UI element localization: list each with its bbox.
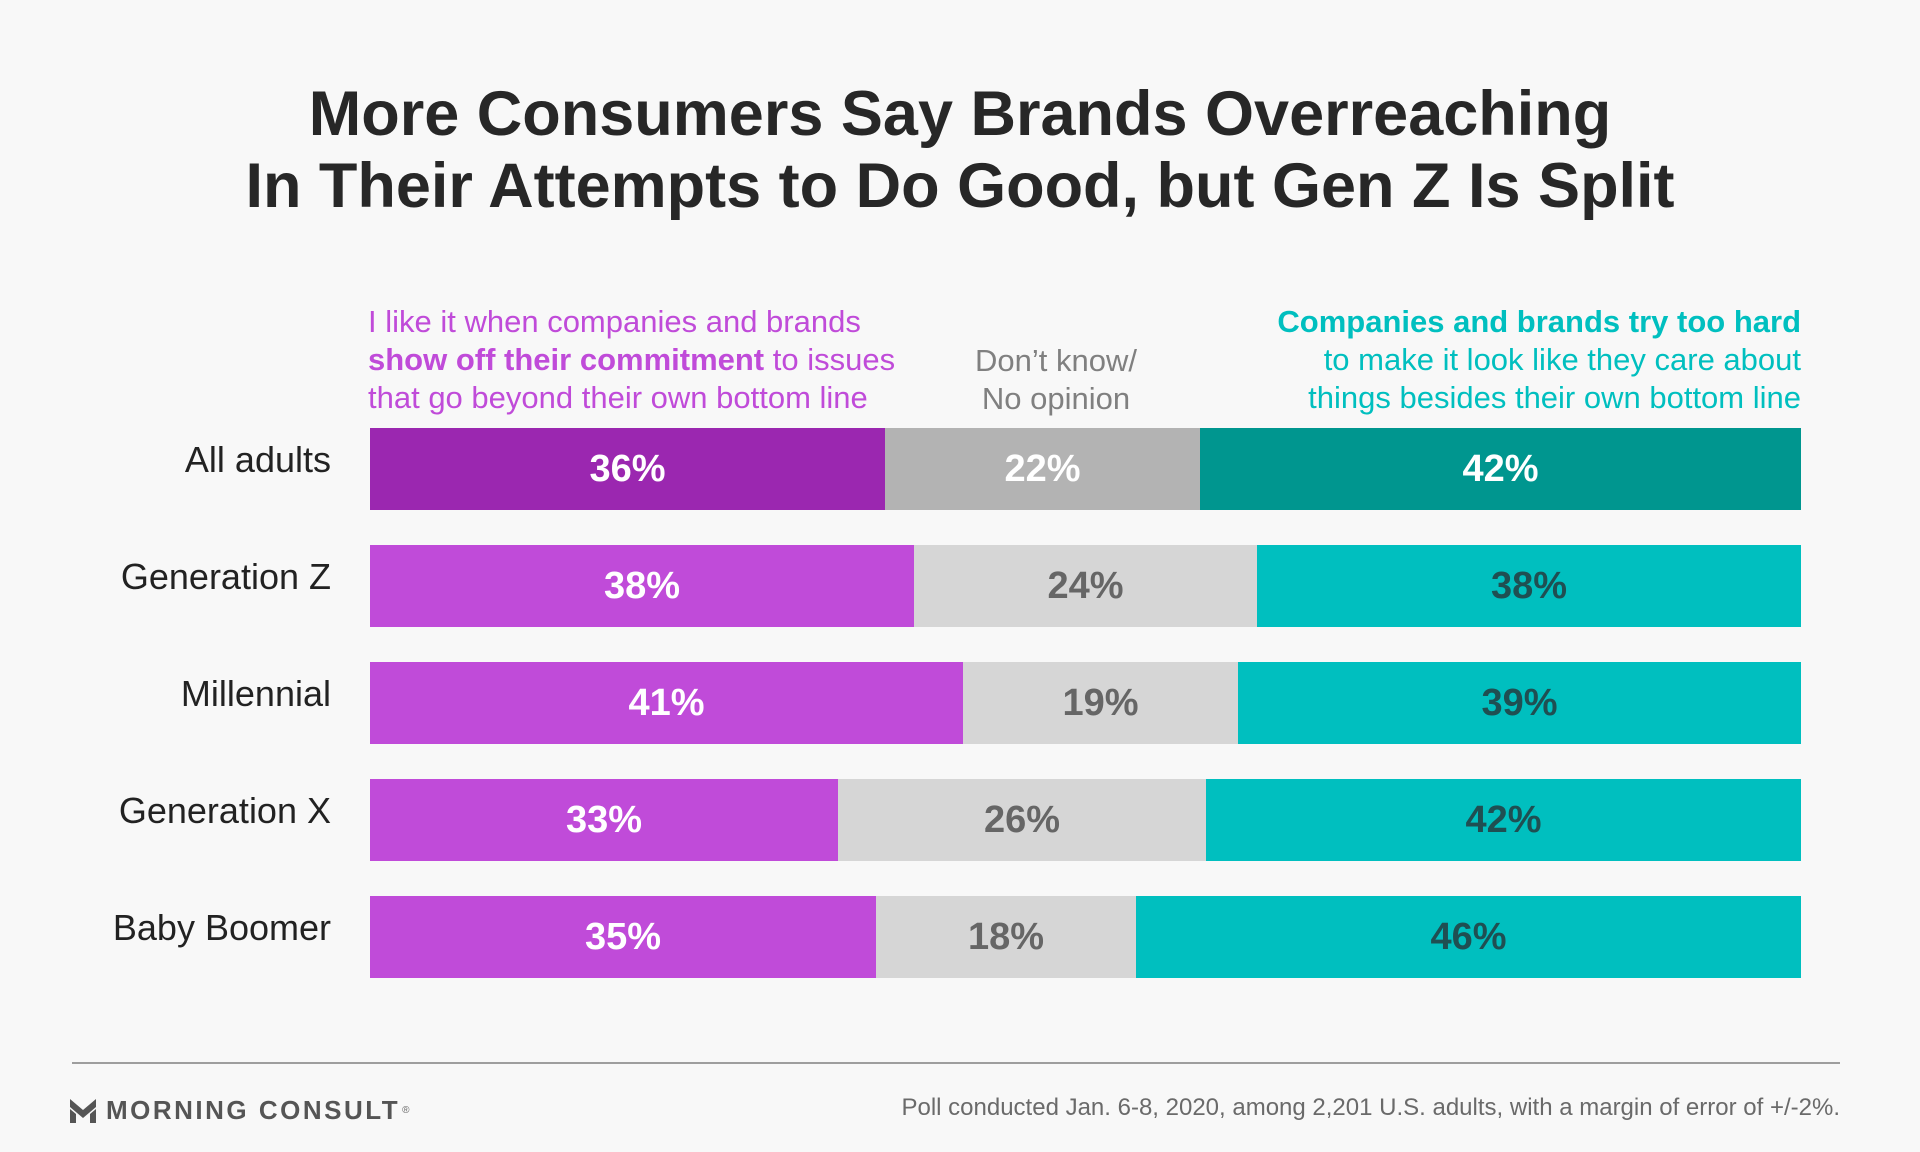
bar-segment-like: 41% — [370, 662, 963, 744]
category-label: Generation X — [118, 790, 331, 831]
morning-consult-mark-icon — [70, 1098, 96, 1123]
data-label: 38% — [603, 564, 681, 607]
bar-segment-like: 33% — [370, 779, 838, 861]
category-label: Generation Z — [120, 556, 331, 597]
morning-consult-logo: MORNING CONSULT ® — [70, 1095, 410, 1126]
bar-segment-tryhard: 39% — [1238, 662, 1801, 744]
data-label: 36% — [589, 447, 666, 490]
bar-segment-tryhard: 38% — [1257, 545, 1801, 627]
bar-segment-like: 36% — [370, 428, 885, 510]
chart-title-line-1: More Consumers Say Brands Overreaching — [308, 79, 1612, 149]
data-label: 42% — [1465, 798, 1542, 841]
footer-divider — [72, 1062, 1840, 1064]
category-label: Millennial — [180, 673, 331, 714]
bar-segment-dontknow: 26% — [838, 779, 1206, 861]
legend-header-dontknow-line-1: Don’t know/ — [975, 343, 1137, 378]
category-label: All adults — [184, 439, 331, 480]
bar-segment-tryhard: 42% — [1200, 428, 1801, 510]
legend-header-like-rest: to issues — [764, 342, 896, 377]
legend-header-dontknow: Don’t know/ No opinion — [906, 342, 1206, 418]
legend-header-like-line-3: that go beyond their own bottom line — [368, 380, 868, 415]
legend-header-like-bold: show off their commitment — [368, 342, 765, 377]
data-label: 18% — [967, 915, 1045, 958]
data-label: 33% — [565, 798, 643, 841]
data-label: 35% — [584, 915, 662, 958]
data-label: 41% — [628, 681, 705, 724]
legend-header-like-line-2: show off their commitment to issues — [368, 341, 895, 379]
morning-consult-wordmark: MORNING CONSULT — [106, 1095, 401, 1125]
category-label: Baby Boomer — [112, 907, 331, 948]
data-label: 24% — [1047, 564, 1124, 607]
data-label: 26% — [983, 798, 1061, 841]
data-label: 38% — [1490, 564, 1568, 607]
logo-registered-mark: ® — [402, 1105, 410, 1116]
poll-methodology-note: Poll conducted Jan. 6-8, 2020, among 2,2… — [901, 1094, 1840, 1121]
chart-title-line-2: In Their Attempts to Do Good, but Gen Z … — [245, 151, 1675, 221]
bar-segment-dontknow: 24% — [914, 545, 1257, 627]
legend-header-tryhard: Companies and brands try too hard to mak… — [1277, 303, 1801, 417]
legend-header-like-line-1: I like it when companies and brands — [368, 304, 861, 339]
legend-header-tryhard-line-3: things besides their own bottom line — [1308, 380, 1801, 415]
bar-segment-dontknow: 18% — [876, 896, 1136, 978]
data-label: 22% — [1004, 447, 1081, 490]
bar-segment-dontknow: 22% — [885, 428, 1200, 510]
bar-segment-dontknow: 19% — [963, 662, 1238, 744]
bar-segment-tryhard: 42% — [1206, 779, 1801, 861]
bar-segment-like: 38% — [370, 545, 914, 627]
data-label: 19% — [1062, 681, 1139, 724]
bar-segment-like: 35% — [370, 896, 876, 978]
legend-header-dontknow-line-2: No opinion — [981, 381, 1131, 416]
data-label: 46% — [1430, 915, 1507, 958]
legend-header-tryhard-line-2: to make it look like they care about — [1323, 342, 1801, 377]
legend-header-tryhard-line-1: Companies and brands try too hard — [1277, 304, 1801, 339]
bar-segment-tryhard: 46% — [1136, 896, 1801, 978]
chart-title: More Consumers Say Brands Overreaching I… — [0, 78, 1920, 222]
data-label: 42% — [1462, 447, 1539, 490]
legend-header-like: I like it when companies and brands show… — [368, 303, 895, 417]
data-label: 39% — [1481, 681, 1558, 724]
